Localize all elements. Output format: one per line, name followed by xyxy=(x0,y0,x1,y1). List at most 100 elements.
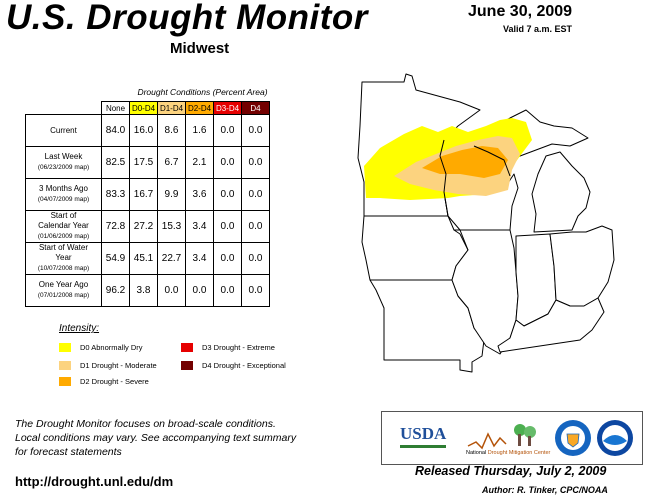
region-subtitle: Midwest xyxy=(170,40,230,57)
column-header-d1-d4: D1-D4 xyxy=(157,101,186,115)
table-cell: 0.0 xyxy=(213,178,242,211)
table-cell: 83.3 xyxy=(101,178,130,211)
doc-seal-icon xyxy=(555,420,591,456)
row-label-date: (06/23/2009 map) xyxy=(37,164,90,171)
state-kentucky xyxy=(497,297,605,353)
valid-time: Valid 7 a.m. EST xyxy=(503,24,573,34)
row-label: 3 Months Ago (04/07/2009 map) xyxy=(25,178,102,211)
page-title: U.S. Drought Monitor xyxy=(6,0,368,37)
row-label-date: (01/06/2009 map) xyxy=(37,233,90,240)
table-cell: 0.0 xyxy=(241,210,270,243)
disclaimer-note: The Drought Monitor focuses on broad-sca… xyxy=(15,417,296,459)
website-link[interactable]: http://drought.unl.edu/dm xyxy=(15,474,174,489)
release-date: Released Thursday, July 2, 2009 xyxy=(415,464,607,478)
table-cell: 8.6 xyxy=(157,114,186,147)
table-cell: 0.0 xyxy=(241,146,270,179)
legend-swatch xyxy=(59,377,71,386)
table-corner xyxy=(26,102,102,115)
table-cell: 1.6 xyxy=(185,114,214,147)
row-label: Start of Calendar Year (01/06/2009 map) xyxy=(25,210,102,243)
legend-swatch xyxy=(181,361,193,370)
row-label-text: Last Week xyxy=(44,152,83,161)
note-line-2: Local conditions may vary. See accompany… xyxy=(15,432,297,444)
table-cell: 96.2 xyxy=(101,274,130,307)
row-label: One Year Ago (07/01/2008 map) xyxy=(25,274,102,307)
row-label-text: Start of Calendar Year xyxy=(38,211,89,230)
table-cell: 9.9 xyxy=(157,178,186,211)
midwest-drought-map xyxy=(357,73,615,373)
table-row: One Year Ago (07/01/2008 map) 96.2 3.8 0.… xyxy=(25,274,270,307)
legend-swatch xyxy=(181,343,193,352)
legend-item-d3: D3 Drought - Extreme xyxy=(181,343,275,352)
note-line-1: The Drought Monitor focuses on broad-sca… xyxy=(15,418,276,430)
legend-title: Intensity: xyxy=(59,323,100,334)
state-michigan-lower xyxy=(531,151,591,233)
ndmc-logo xyxy=(467,424,536,450)
table-cell: 0.0 xyxy=(241,114,270,147)
table-header-row: None D0-D4 D1-D4 D2-D4 D3-D4 D4 xyxy=(26,101,270,115)
row-label: Current xyxy=(25,114,102,147)
table-cell: 0.0 xyxy=(213,210,242,243)
table-cell: 16.0 xyxy=(129,114,158,147)
ndmc-logo-text: National Drought Mitigation Center xyxy=(466,450,550,456)
table-cell: 0.0 xyxy=(241,178,270,211)
ndmc-text-1: National xyxy=(466,450,487,456)
note-line-3: for forecast statements xyxy=(15,446,122,458)
legend-label: D2 Drought - Severe xyxy=(80,377,149,386)
column-header-d4: D4 xyxy=(241,101,270,115)
table-cell: 0.0 xyxy=(157,274,186,307)
table-cell: 0.0 xyxy=(213,146,242,179)
table-cell: 84.0 xyxy=(101,114,130,147)
table-cell: 15.3 xyxy=(157,210,186,243)
column-header-d2-d4: D2-D4 xyxy=(185,101,214,115)
row-label-date: (04/07/2009 map) xyxy=(37,196,90,203)
row-label-text: One Year Ago xyxy=(38,280,89,289)
table-cell: 27.2 xyxy=(129,210,158,243)
usda-logo-swoosh xyxy=(400,445,446,448)
table-caption: Drought Conditions (Percent Area) xyxy=(137,87,268,97)
usda-logo: USDA xyxy=(400,424,447,443)
row-label: Start of Water Year (10/07/2008 map) xyxy=(25,242,102,275)
legend-item-d1: D1 Drought - Moderate xyxy=(59,361,157,370)
legend-item-d4: D4 Drought - Exceptional xyxy=(181,361,286,370)
legend-label: D4 Drought - Exceptional xyxy=(202,361,286,370)
table-row: Last Week (06/23/2009 map) 82.5 17.5 6.7 … xyxy=(25,146,270,179)
legend-label: D3 Drought - Extreme xyxy=(202,343,275,352)
table-cell: 72.8 xyxy=(101,210,130,243)
table-cell: 54.9 xyxy=(101,242,130,275)
row-label: Last Week (06/23/2009 map) xyxy=(25,146,102,179)
row-label-date: (10/07/2008 map) xyxy=(37,265,90,272)
table-cell: 3.6 xyxy=(185,178,214,211)
table-row: 3 Months Ago (04/07/2009 map) 83.3 16.7 9… xyxy=(25,178,270,211)
table-cell: 82.5 xyxy=(101,146,130,179)
table-row: Start of Calendar Year (01/06/2009 map) 7… xyxy=(25,210,270,243)
table-cell: 0.0 xyxy=(241,242,270,275)
table-row: Start of Water Year (10/07/2008 map) 54.9… xyxy=(25,242,270,275)
legend-label: D0 Abnormally Dry xyxy=(80,343,143,352)
drought-area-d2 xyxy=(422,146,508,178)
table-cell: 3.4 xyxy=(185,210,214,243)
drought-conditions-table: None D0-D4 D1-D4 D2-D4 D3-D4 D4 Current … xyxy=(25,101,270,307)
noaa-logo-icon xyxy=(597,420,633,456)
map-date: June 30, 2009 xyxy=(468,3,573,20)
table-cell: 0.0 xyxy=(213,242,242,275)
table-cell: 0.0 xyxy=(213,274,242,307)
row-label-text: Current xyxy=(50,125,77,135)
row-label-text: Start of Water Year xyxy=(38,243,89,262)
table-cell: 22.7 xyxy=(157,242,186,275)
column-header-none: None xyxy=(101,101,130,115)
state-ohio xyxy=(549,225,615,307)
row-label-text: 3 Months Ago xyxy=(39,184,88,193)
table-cell: 3.4 xyxy=(185,242,214,275)
table-cell: 0.0 xyxy=(241,274,270,307)
table-cell: 0.0 xyxy=(185,274,214,307)
table-cell: 3.8 xyxy=(129,274,158,307)
table-cell: 0.0 xyxy=(213,114,242,147)
author-credit: Author: R. Tinker, CPC/NOAA xyxy=(482,485,608,495)
table-cell: 45.1 xyxy=(129,242,158,275)
legend-label: D1 Drought - Moderate xyxy=(80,361,157,370)
ndmc-text-2: Drought Mitigation Center xyxy=(487,450,551,456)
table-row: Current 84.0 16.0 8.6 1.6 0.0 0.0 xyxy=(25,114,270,147)
legend-item-d2: D2 Drought - Severe xyxy=(59,377,149,386)
row-label-date: (07/01/2008 map) xyxy=(37,292,90,299)
